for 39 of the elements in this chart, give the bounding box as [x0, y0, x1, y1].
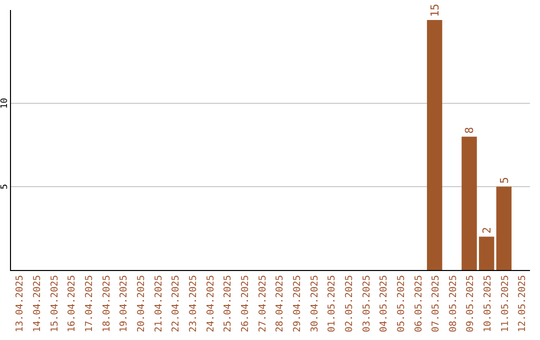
x-tick-label: 29.04.2025 [292, 275, 303, 332]
x-tick-label: 18.04.2025 [101, 275, 112, 332]
x-tick-label: 16.04.2025 [66, 275, 78, 332]
data-label: 5 [498, 177, 511, 184]
x-tick-label: 09.05.2025 [465, 275, 476, 332]
data-label: 8 [463, 127, 476, 134]
x-tick-label: 03.05.2025 [361, 275, 372, 332]
data-label: 15 [428, 4, 442, 17]
x-tick-label: 15.04.2025 [49, 275, 60, 332]
x-tick-label: 13.04.2025 [14, 275, 26, 332]
x-tick-label: 26.04.2025 [240, 275, 251, 332]
bar [426, 20, 442, 270]
x-tick-label: 11.05.2025 [500, 275, 511, 332]
x-tick-label: 24.04.2025 [205, 275, 216, 332]
x-tick-label: 22.04.2025 [170, 275, 182, 332]
x-tick-label: 27.04.2025 [257, 275, 268, 332]
y-tick-label: 10 [0, 98, 10, 109]
x-tick-label: 07.05.2025 [430, 275, 442, 332]
x-tick-label: 25.04.2025 [222, 275, 234, 332]
x-tick-label: 23.04.2025 [188, 275, 199, 332]
bar [496, 186, 512, 270]
bar [462, 136, 477, 270]
x-tick-label: 21.04.2025 [153, 275, 164, 332]
x-tick-label: 30.04.2025 [309, 275, 320, 332]
x-tick-label: 05.05.2025 [396, 275, 407, 332]
x-tick-label: 17.04.2025 [84, 275, 95, 332]
x-tick-label: 02.05.2025 [344, 275, 355, 332]
x-tick-label: 06.05.2025 [413, 275, 424, 332]
x-tick-label: 01.05.2025 [326, 275, 338, 332]
data-label: 2 [480, 227, 494, 234]
x-tick-label: 14.04.2025 [32, 275, 43, 332]
x-tick-label: 20.04.2025 [136, 275, 147, 332]
x-tick-label: 10.05.2025 [482, 275, 494, 332]
x-tick-label: 28.04.2025 [274, 275, 286, 332]
x-tick-label: 19.04.2025 [118, 275, 130, 332]
x-tick-label: 12.05.2025 [517, 275, 528, 332]
x-tick-label: 04.05.2025 [378, 275, 390, 332]
bar [478, 236, 494, 270]
x-tick-label: 08.05.2025 [448, 275, 459, 332]
